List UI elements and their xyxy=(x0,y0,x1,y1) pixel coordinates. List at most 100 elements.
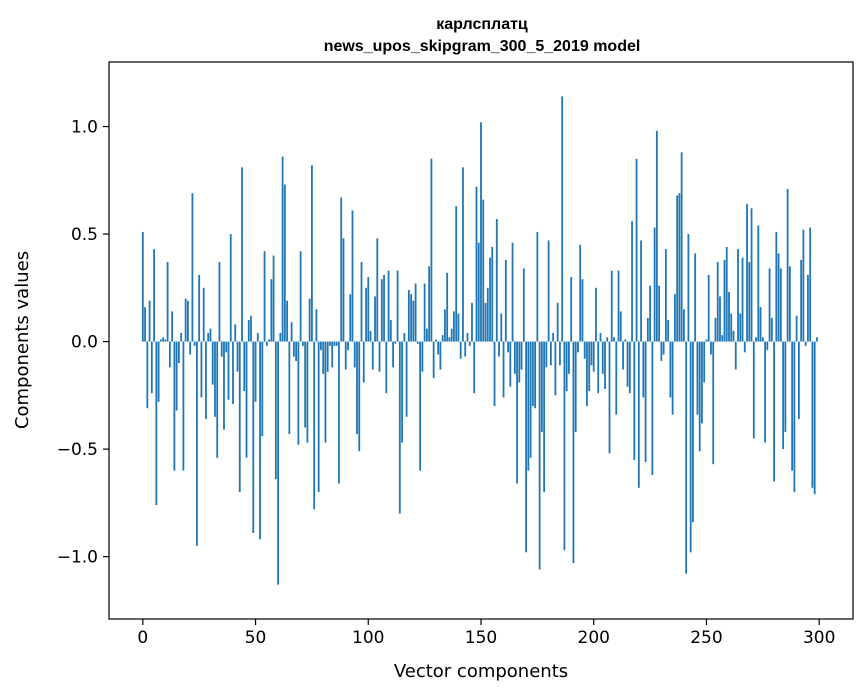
x-tick-label: 200 xyxy=(578,628,610,648)
bar-202 xyxy=(597,341,600,394)
bar-66 xyxy=(290,322,293,342)
bar-143 xyxy=(464,341,467,357)
bar-262 xyxy=(732,330,735,342)
bar-218 xyxy=(633,341,636,460)
bar-250 xyxy=(705,339,708,342)
bar-179 xyxy=(545,341,548,368)
bar-109 xyxy=(387,270,390,342)
bar-261 xyxy=(730,313,733,342)
bar-144 xyxy=(466,332,469,342)
bar-48 xyxy=(250,315,252,342)
bar-274 xyxy=(759,307,762,342)
bar-190 xyxy=(570,277,573,342)
bar-146 xyxy=(471,302,473,342)
bar-98 xyxy=(362,341,365,383)
bar-282 xyxy=(777,253,780,342)
bar-114 xyxy=(398,341,401,514)
bar-156 xyxy=(493,341,496,407)
bar-285 xyxy=(784,341,787,432)
bar-49 xyxy=(252,341,255,533)
bar-238 xyxy=(678,193,681,342)
bar-191 xyxy=(572,341,575,564)
bar-149 xyxy=(477,242,480,342)
bar-52 xyxy=(259,341,261,540)
bar-170 xyxy=(525,341,527,553)
bar-120 xyxy=(412,300,415,342)
bar-3 xyxy=(148,300,151,342)
bar-159 xyxy=(500,313,503,342)
bar-287 xyxy=(788,266,791,342)
bar-29 xyxy=(207,332,210,342)
bar-55 xyxy=(265,341,268,346)
bar-28 xyxy=(205,341,207,419)
bar-87 xyxy=(338,341,340,484)
bar-30 xyxy=(209,328,212,342)
bar-56 xyxy=(268,339,270,342)
bar-23 xyxy=(193,341,196,346)
bar-295 xyxy=(807,274,809,342)
bar-176 xyxy=(538,341,541,570)
bar-230 xyxy=(660,341,663,361)
bar-91 xyxy=(347,341,349,351)
bar-242 xyxy=(687,234,690,342)
bar-165 xyxy=(513,341,516,374)
bar-134 xyxy=(444,309,446,342)
bar-75 xyxy=(311,165,313,342)
x-axis-ticks: 0 50 100 150 200 250 300 xyxy=(137,619,835,648)
bar-292 xyxy=(800,259,803,342)
bar-131 xyxy=(437,341,440,355)
bar-283 xyxy=(779,268,782,342)
bar-148 xyxy=(475,186,478,342)
bar-166 xyxy=(516,341,518,484)
bar-126 xyxy=(425,328,428,342)
bar-199 xyxy=(590,341,593,366)
bar-111 xyxy=(392,341,394,368)
bar-211 xyxy=(617,270,620,342)
bar-253 xyxy=(712,341,715,465)
bar-246 xyxy=(696,341,699,415)
bar-155 xyxy=(491,246,494,342)
bar-244 xyxy=(692,341,694,523)
bar-138 xyxy=(453,311,455,342)
bar-222 xyxy=(642,341,645,398)
bar-288 xyxy=(791,341,794,471)
bar-71 xyxy=(301,341,304,346)
bar-5 xyxy=(153,249,155,342)
bar-76 xyxy=(313,341,316,510)
bar-204 xyxy=(601,341,604,374)
bar-226 xyxy=(651,341,654,475)
bar-132 xyxy=(439,341,442,370)
bar-99 xyxy=(365,287,367,342)
bar-113 xyxy=(396,270,399,342)
bar-236 xyxy=(673,294,676,342)
bar-241 xyxy=(685,341,688,574)
y-axis-ticks: −1.0 −0.5 0.0 0.5 1.0 xyxy=(57,118,109,568)
bar-105 xyxy=(378,341,381,372)
bar-13 xyxy=(171,311,174,342)
bar-252 xyxy=(710,341,712,355)
chart-subtitle: news_upos_skipgram_300_5_2019 model xyxy=(324,38,641,55)
bar-271 xyxy=(752,341,755,439)
bar-97 xyxy=(360,262,363,342)
bar-293 xyxy=(802,229,805,342)
bar-2 xyxy=(146,341,149,409)
bar-35 xyxy=(220,341,223,357)
bar-64 xyxy=(286,300,289,342)
bar-217 xyxy=(631,221,633,342)
bar-121 xyxy=(414,283,417,342)
bar-186 xyxy=(561,96,564,342)
bar-229 xyxy=(658,285,661,342)
bar-79 xyxy=(320,341,322,351)
bar-57 xyxy=(270,279,273,342)
bar-182 xyxy=(552,332,555,342)
bar-180 xyxy=(547,240,550,342)
bar-123 xyxy=(419,341,422,471)
bar-181 xyxy=(549,341,552,366)
bar-42 xyxy=(236,341,239,372)
bar-21 xyxy=(189,341,192,355)
bar-278 xyxy=(768,268,771,342)
bar-62 xyxy=(281,156,284,342)
bar-193 xyxy=(577,341,579,353)
bar-78 xyxy=(317,341,320,493)
bar-72 xyxy=(304,341,307,428)
